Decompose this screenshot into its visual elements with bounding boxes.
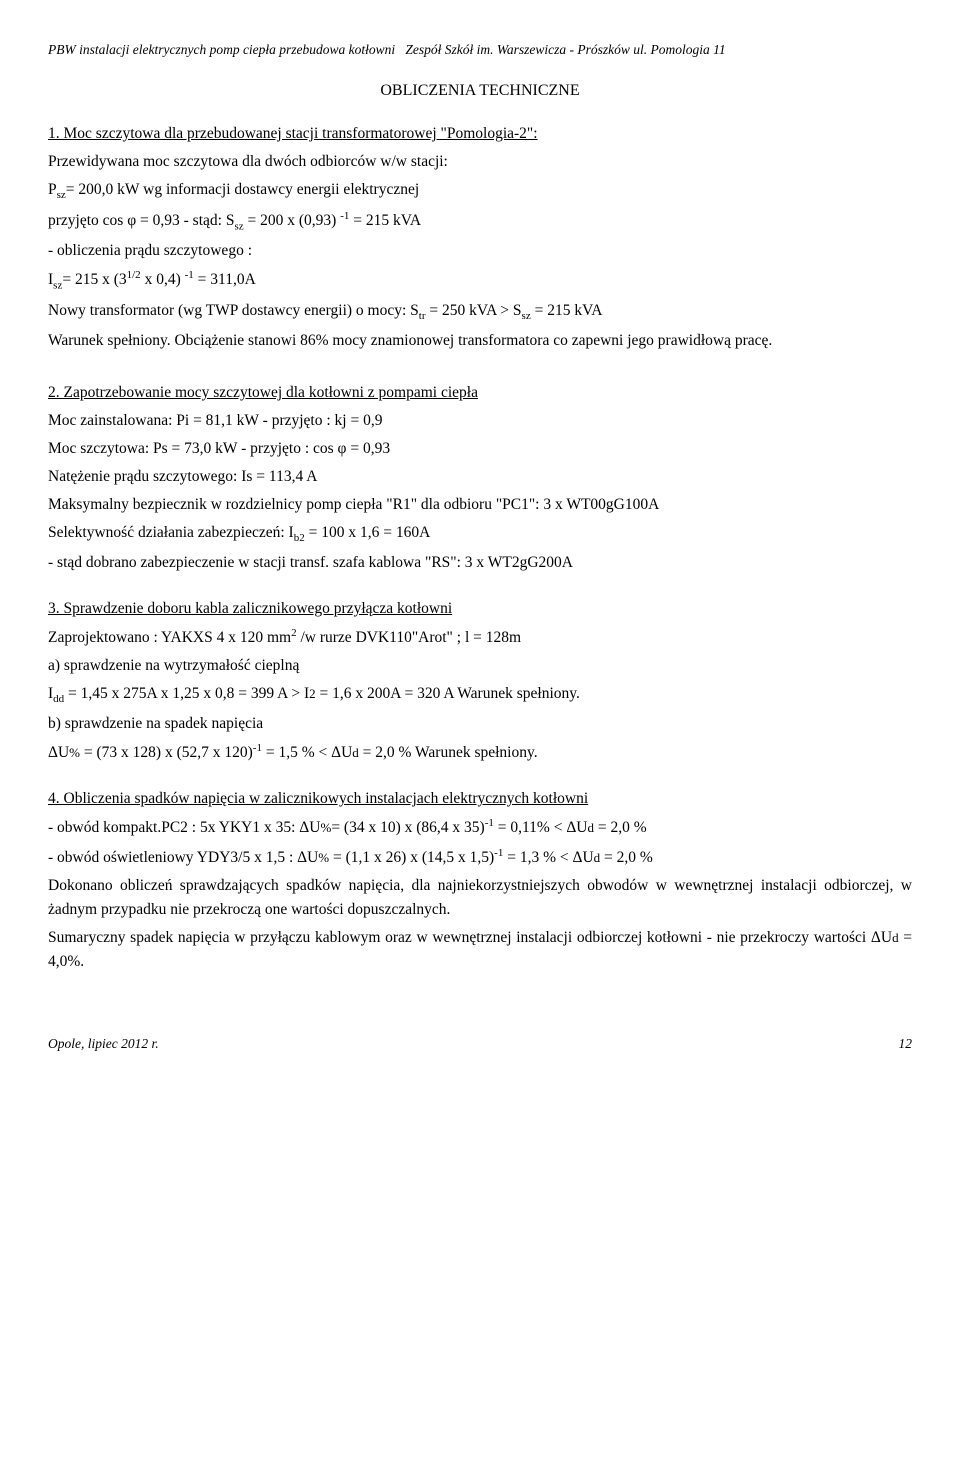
footer-page-number: 12: [899, 1034, 913, 1055]
t: x 0,4): [141, 271, 185, 288]
s1-l6: Nowy transformator (wg TWP dostawcy ener…: [48, 299, 912, 325]
s2-l3: Natężenie prądu szczytowego: Is = 113,4 …: [48, 465, 912, 489]
s2-head: 2. Zapotrzebowanie mocy szczytowej dla k…: [48, 381, 912, 405]
t: /w rurze DVK110"Arot" ; l = 128m: [297, 629, 521, 646]
page-footer: Opole, lipiec 2012 r. 12: [48, 1034, 912, 1055]
t: = 2,0 %: [600, 849, 653, 866]
t: = 2,0 %: [594, 820, 647, 837]
sm: %: [69, 745, 80, 760]
s1-l4: - obliczenia prądu szczytowego :: [48, 239, 912, 263]
s3-l3: Idd = 1,45 x 275A x 1,25 x 0,8 = 399 A >…: [48, 682, 912, 708]
s1-l5: Isz= 215 x (31/2 x 0,4) -1 = 311,0A: [48, 267, 912, 294]
sup: -1: [340, 210, 349, 222]
s3-head: 3. Sprawdzenie doboru kabla zalicznikowe…: [48, 597, 912, 621]
t: = 215 kVA: [349, 212, 421, 229]
s4-head-text: 4. Obliczenia spadków napięcia w zaliczn…: [48, 790, 588, 807]
s4-l4: Sumaryczny spadek napięcia w przyłączu k…: [48, 926, 912, 974]
s4-l3: Dokonano obliczeń sprawdzających spadków…: [48, 874, 912, 922]
t: = 1,5 % < ΔU: [262, 744, 352, 761]
t: - obwód oświetleniowy YDY3/5 x 1,5 : ΔU: [48, 849, 318, 866]
s2-l2: Moc szczytowa: Ps = 73,0 kW - przyjęto :…: [48, 437, 912, 461]
t: ΔU: [48, 744, 69, 761]
t: Nowy transformator (wg TWP dostawcy ener…: [48, 302, 419, 319]
t: = (73 x 128) x (52,7 x 120): [80, 744, 253, 761]
footer-left: Opole, lipiec 2012 r.: [48, 1034, 679, 1055]
s3-l5: ΔU% = (73 x 128) x (52,7 x 120)-1 = 1,5 …: [48, 740, 912, 765]
s2-head-text: 2. Zapotrzebowanie mocy szczytowej dla k…: [48, 384, 478, 401]
sup: -1: [253, 742, 262, 754]
sm: %: [320, 821, 331, 836]
sub: sz: [234, 220, 243, 232]
t: = 200 x (0,93): [244, 212, 341, 229]
s3-l2: a) sprawdzenie na wytrzymałość cieplną: [48, 654, 912, 678]
t: = (34 x 10) x (86,4 x 35): [331, 820, 484, 837]
t: = 250 kVA > S: [426, 302, 522, 319]
t: = 1,45 x 275A x 1,25 x 0,8 = 399 A > I: [64, 685, 309, 702]
s2-l4: Maksymalny bezpiecznik w rozdzielnicy po…: [48, 493, 912, 517]
t: P: [48, 181, 57, 198]
s1-l2: Psz= 200,0 kW wg informacji dostawcy ene…: [48, 178, 912, 204]
t: Sumaryczny spadek napięcia w przyłączu k…: [48, 929, 892, 946]
s1-l1: Przewidywana moc szczytowa dla dwóch odb…: [48, 150, 912, 174]
t: = (1,1 x 26) x (14,5 x 1,5): [329, 849, 494, 866]
s2-l5: Selektywność działania zabezpieczeń: Ib2…: [48, 521, 912, 547]
t: = 215 x (3: [62, 271, 126, 288]
t: - obwód kompakt.PC2 : 5x YKY1 x 35: ΔU: [48, 820, 320, 837]
s4-l1: - obwód kompakt.PC2 : 5x YKY1 x 35: ΔU%=…: [48, 815, 912, 840]
s3-l1: Zaprojektowano : YAKXS 4 x 120 mm2 /w ru…: [48, 625, 912, 650]
s4-head: 4. Obliczenia spadków napięcia w zaliczn…: [48, 787, 912, 811]
sub: sz: [57, 189, 66, 201]
t: Zaprojektowano : YAKXS 4 x 120 mm: [48, 629, 291, 646]
sub: sz: [522, 310, 531, 322]
sub: dd: [53, 693, 64, 705]
s1-head-text: 1. Moc szczytowa dla przebudowanej stacj…: [48, 125, 538, 142]
s3-l4: b) sprawdzenie na spadek napięcia: [48, 712, 912, 736]
t: = 100 x 1,6 = 160A: [305, 524, 431, 541]
header-right: Zespół Szkół im. Warszewicza - Prószków …: [405, 42, 725, 57]
s1-l7: Warunek spełniony. Obciążenie stanowi 86…: [48, 329, 912, 353]
sub: sz: [53, 279, 62, 291]
sup: -1: [485, 817, 494, 829]
s1-head: 1. Moc szczytowa dla przebudowanej stacj…: [48, 122, 912, 146]
s1-l3: przyjęto cos φ = 0,93 - stąd: Ssz = 200 …: [48, 208, 912, 235]
s4-l2: - obwód oświetleniowy YDY3/5 x 1,5 : ΔU%…: [48, 845, 912, 870]
t: przyjęto cos φ = 0,93 - stąd: S: [48, 212, 234, 229]
s2-l1: Moc zainstalowana: Pi = 81,1 kW - przyję…: [48, 409, 912, 433]
page-header: PBW instalacji elektrycznych pomp ciepła…: [48, 40, 912, 61]
t: = 215 kVA: [531, 302, 603, 319]
t: Selektywność działania zabezpieczeń: I: [48, 524, 294, 541]
t: = 0,11% < ΔU: [494, 820, 588, 837]
t: = 200,0 kW wg informacji dostawcy energi…: [66, 181, 419, 198]
t: = 311,0A: [194, 271, 256, 288]
doc-title: OBLICZENIA TECHNICZNE: [48, 79, 912, 104]
sub: tr: [419, 310, 426, 322]
t: = 1,6 x 200A = 320 A Warunek spełniony.: [316, 685, 580, 702]
header-left: PBW instalacji elektrycznych pomp ciepła…: [48, 42, 395, 57]
t: = 1,3 % < ΔU: [503, 849, 593, 866]
sup: -1: [494, 847, 503, 859]
t: = 2,0 % Warunek spełniony.: [359, 744, 538, 761]
s3-head-text: 3. Sprawdzenie doboru kabla zalicznikowe…: [48, 600, 452, 617]
s2-l6: - stąd dobrano zabezpieczenie w stacji t…: [48, 551, 912, 575]
sup: 1/2: [127, 269, 141, 281]
sup: -1: [185, 269, 194, 281]
sm: %: [318, 850, 329, 865]
sub: b2: [294, 532, 305, 544]
